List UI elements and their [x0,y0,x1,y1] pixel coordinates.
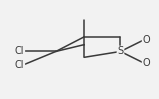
Text: O: O [143,35,150,45]
Text: Cl: Cl [15,46,24,56]
Text: Cl: Cl [15,60,24,70]
Text: S: S [117,46,124,56]
Text: O: O [143,58,150,68]
